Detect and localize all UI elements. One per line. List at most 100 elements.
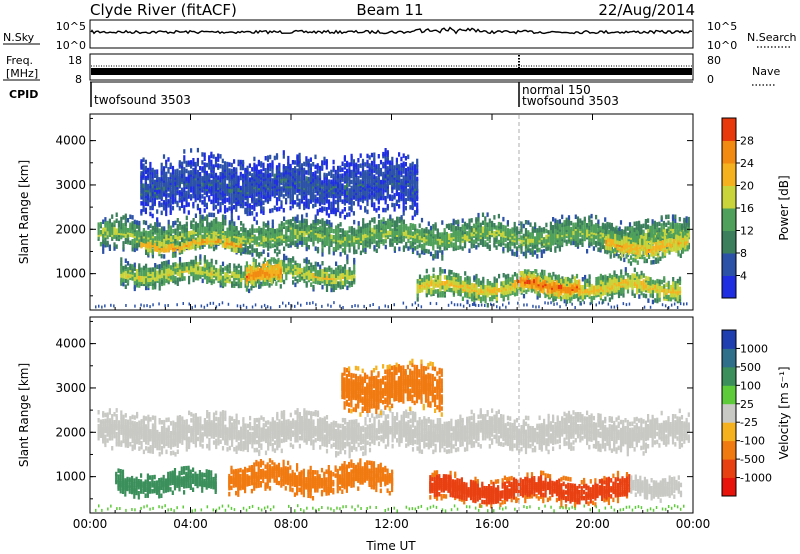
echo-cell [511, 282, 514, 288]
echo-cell [488, 244, 491, 249]
echo-cell [686, 244, 689, 250]
echo-cell [631, 273, 634, 278]
echo-cell [147, 195, 150, 201]
echo-cell [448, 287, 451, 293]
echo-cell [622, 242, 625, 247]
echo-cell [666, 248, 669, 254]
echo-cell [280, 239, 283, 244]
echo-cell [203, 230, 206, 235]
echo-cell [686, 236, 689, 242]
echo-cell [445, 223, 448, 229]
echo-cell [402, 227, 405, 232]
echo-cell [659, 244, 662, 249]
echo-cell [251, 244, 254, 249]
echo-cell [215, 231, 218, 236]
echo-cell [618, 236, 621, 241]
echo-cell [666, 242, 669, 248]
echo-cell [558, 247, 561, 252]
echo-cell [658, 279, 661, 284]
echo-cell [533, 272, 536, 278]
echo-cell [337, 241, 340, 247]
echo-cell [263, 281, 267, 286]
echo-cell [217, 238, 220, 243]
echo-cell [158, 228, 161, 233]
echo-cell [676, 286, 679, 292]
echo-cell [638, 294, 641, 299]
echo-cell [416, 244, 419, 250]
echo-cell [296, 263, 299, 268]
echo-cell [441, 291, 444, 296]
echo-cell [187, 241, 190, 247]
echo-cell [142, 201, 145, 206]
echo-cell [199, 266, 202, 271]
echo-cell [570, 296, 573, 301]
cpid-segment-1-line-1: twofsound 3503 [94, 93, 191, 107]
echo-cell [531, 244, 534, 249]
echo-cell [197, 223, 200, 228]
echo-cell [192, 277, 195, 283]
echo-cell [240, 265, 243, 271]
echo-cell [178, 241, 182, 246]
echo-cell [674, 281, 677, 286]
echo-cell [142, 228, 145, 233]
echo-cell [131, 264, 134, 269]
echo-cell [524, 228, 528, 233]
echo-cell [684, 245, 687, 250]
echo-cell [201, 266, 204, 272]
echo-cell [647, 280, 650, 285]
echo-cell [461, 296, 464, 301]
echo-cell [353, 267, 356, 273]
echo-cell [154, 226, 157, 231]
echo-cell [561, 276, 564, 281]
echo-cell [330, 267, 333, 273]
echo-cell [296, 214, 299, 219]
echo-cell [294, 230, 297, 236]
echo-cell [357, 225, 360, 230]
echo-cell [335, 267, 338, 272]
echo-cell [251, 230, 254, 235]
echo-cell [457, 229, 460, 234]
echo-cell [391, 218, 394, 223]
echo-cell [405, 241, 408, 247]
echo-cell [332, 283, 335, 289]
echo-cell [597, 276, 600, 281]
echo-cell [686, 228, 689, 234]
echo-cell [455, 288, 458, 294]
echo-cell [416, 250, 419, 256]
echo-cell [436, 240, 439, 245]
echo-cell [628, 230, 632, 235]
echo-cell [140, 271, 143, 276]
echo-cell [294, 282, 297, 288]
echo-cell [231, 226, 234, 232]
echo-cell [611, 226, 614, 232]
echo-cell [131, 243, 134, 248]
echo-cell [418, 253, 421, 258]
echo-cell [613, 284, 616, 289]
echo-cell [468, 292, 471, 297]
echo-cell [289, 219, 292, 224]
echo-cell [609, 246, 612, 251]
echo-cell [348, 281, 351, 286]
echo-cell [305, 267, 308, 272]
echo-cell [566, 286, 570, 292]
echo-cell [341, 266, 344, 272]
echo-cell [312, 265, 315, 270]
echo-cell [437, 289, 440, 294]
echo-cell [144, 159, 147, 165]
echo-cell [414, 224, 417, 229]
echo-cell [658, 297, 661, 302]
echo-cell [557, 284, 560, 289]
echo-cell [528, 279, 531, 285]
echo-cell [472, 239, 476, 244]
echo-cell [140, 201, 143, 206]
echo-cell [443, 269, 446, 274]
echo-cell [668, 232, 671, 237]
echo-cell [194, 255, 197, 261]
echo-cell [552, 229, 555, 234]
echo-cell [509, 246, 512, 252]
echo-cell [610, 222, 613, 228]
echo-cell [97, 228, 100, 233]
echo-cell [160, 184, 163, 190]
echo-cell [237, 241, 240, 246]
echo-cell [124, 258, 127, 263]
